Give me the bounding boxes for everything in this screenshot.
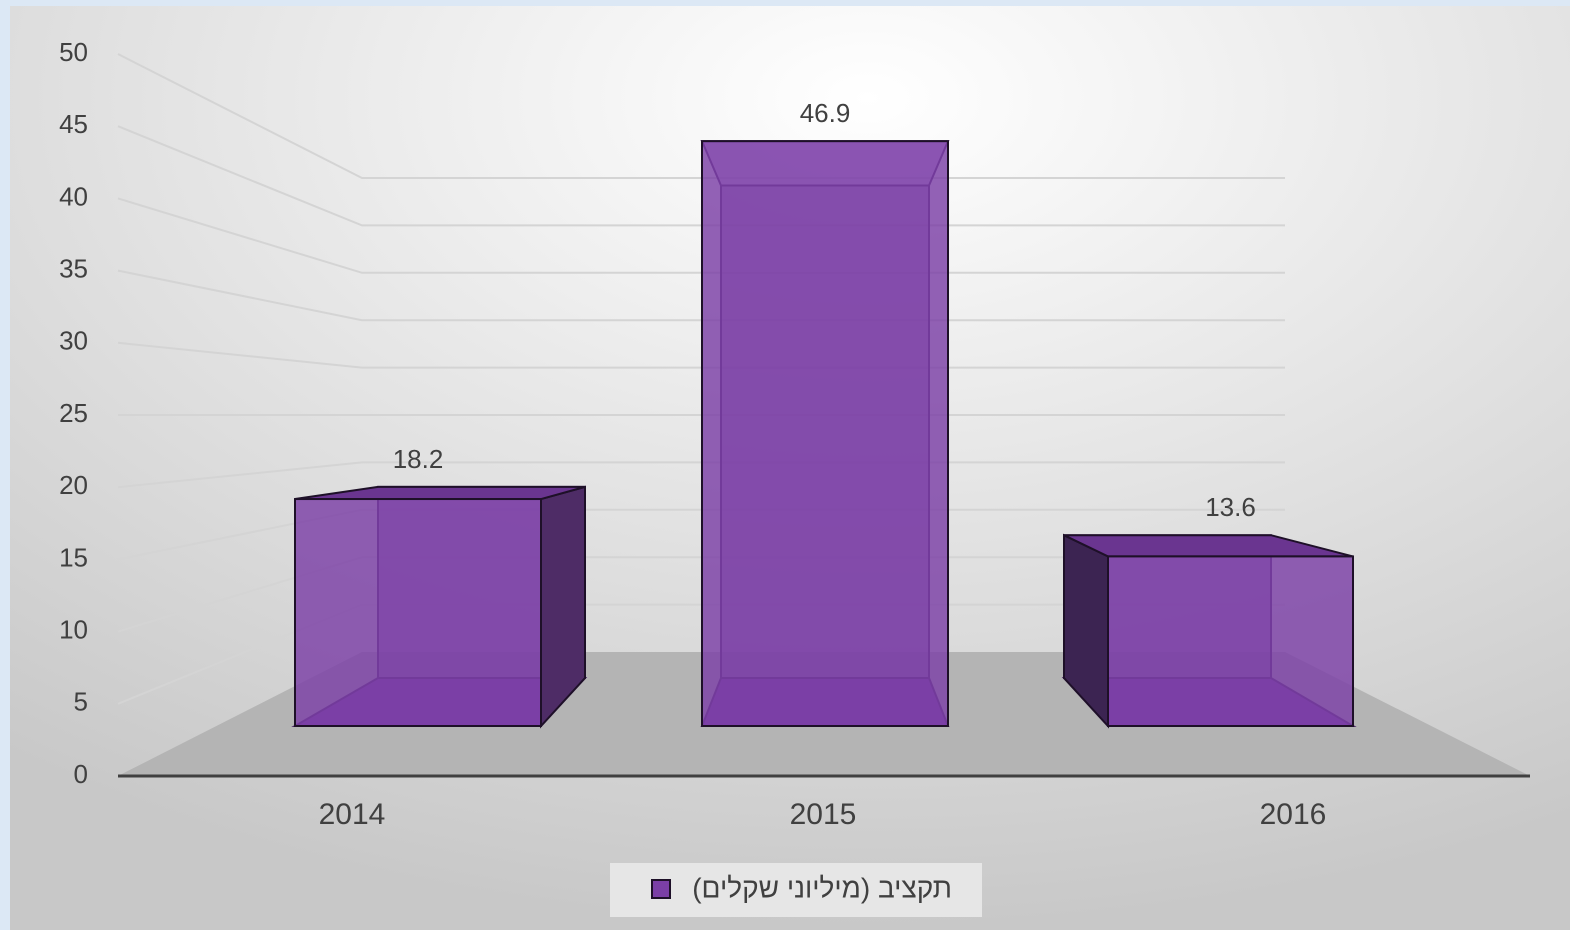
y-tick-label: 5 bbox=[74, 687, 88, 717]
y-tick-label: 45 bbox=[59, 109, 88, 139]
grid-line bbox=[117, 53, 1285, 179]
y-tick-label: 10 bbox=[59, 614, 88, 644]
value-label: 46.9 bbox=[800, 98, 851, 128]
grid-line bbox=[117, 125, 1285, 227]
bar bbox=[701, 140, 949, 728]
y-tick-label: 30 bbox=[59, 326, 88, 356]
x-tick-label: 2016 bbox=[1260, 798, 1327, 831]
x-tick-label: 2015 bbox=[790, 798, 857, 831]
bar bbox=[1107, 555, 1354, 728]
y-tick-label: 35 bbox=[59, 253, 88, 283]
x-tick-label: 2014 bbox=[319, 798, 386, 831]
y-tick-label: 25 bbox=[59, 398, 88, 428]
legend-marker bbox=[651, 879, 671, 899]
value-label: 13.6 bbox=[1205, 492, 1256, 522]
y-tick-label: 20 bbox=[59, 470, 88, 500]
legend bbox=[610, 863, 982, 917]
y-tick-label: 40 bbox=[59, 181, 88, 211]
y-tick-label: 50 bbox=[59, 37, 88, 67]
legend-label: תקציב (מיליוני שקלים) bbox=[692, 872, 952, 903]
y-tick-label: 15 bbox=[59, 542, 88, 572]
value-label: 18.2 bbox=[393, 444, 444, 474]
grid-line bbox=[117, 269, 1285, 322]
grid-line bbox=[117, 197, 1285, 274]
grid-line bbox=[117, 461, 1285, 489]
y-tick-label: 0 bbox=[74, 759, 88, 789]
grid-line bbox=[117, 341, 1285, 369]
bar bbox=[294, 498, 542, 727]
